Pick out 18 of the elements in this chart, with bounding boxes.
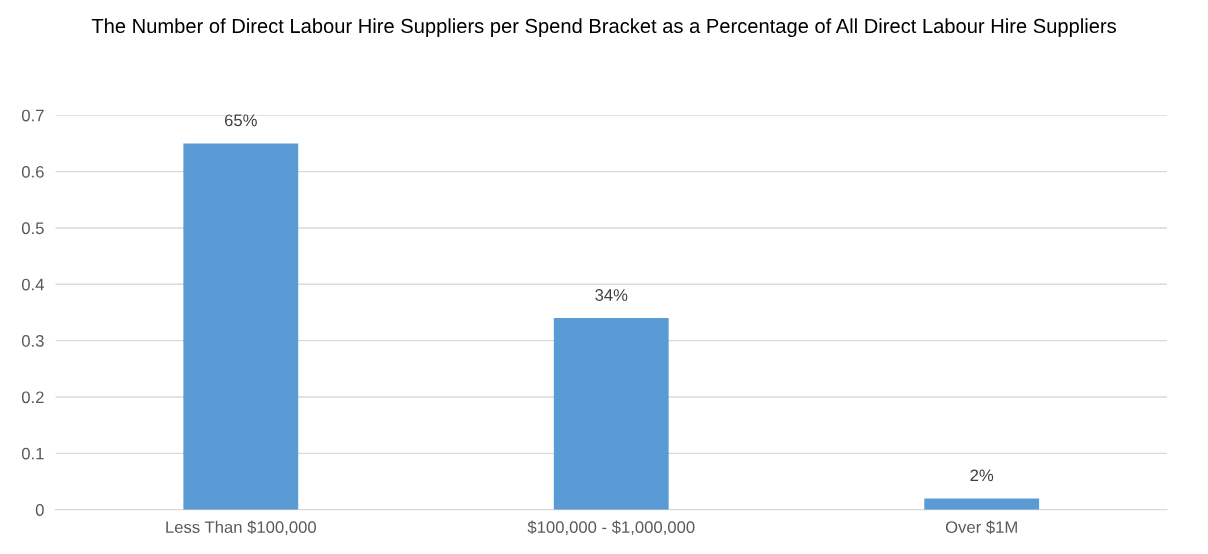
data-label: 34% <box>595 289 628 301</box>
y-tick-label: 0 <box>35 504 44 516</box>
y-tick-label: 0.7 <box>21 109 44 122</box>
chart-title: The Number of Direct Labour Hire Suppliers per Spend Bracket as a Percentage of All Direct Labour Hire Suppliers <box>91 18 1116 38</box>
x-tick-label: Over $1M <box>945 520 1017 535</box>
y-tick-label: 0.2 <box>21 391 44 404</box>
bar <box>183 143 299 510</box>
bar <box>924 498 1040 510</box>
y-tick-label: 0.6 <box>21 165 44 178</box>
bar <box>553 318 669 510</box>
y-tick-label: 0.1 <box>21 447 44 460</box>
data-label: 65% <box>224 114 257 127</box>
y-tick-label: 0.5 <box>21 222 44 235</box>
data-label: 2% <box>970 469 994 482</box>
x-tick-label: $100,000 - $1,000,000 <box>527 520 695 535</box>
y-tick-label: 0.4 <box>21 278 44 291</box>
y-tick-label: 0.3 <box>21 335 44 347</box>
x-tick-label: Less Than $100,000 <box>166 520 316 535</box>
